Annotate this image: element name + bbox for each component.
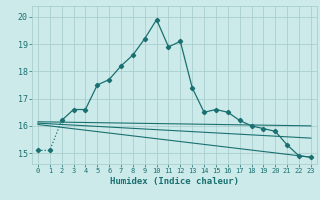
X-axis label: Humidex (Indice chaleur): Humidex (Indice chaleur) <box>110 177 239 186</box>
